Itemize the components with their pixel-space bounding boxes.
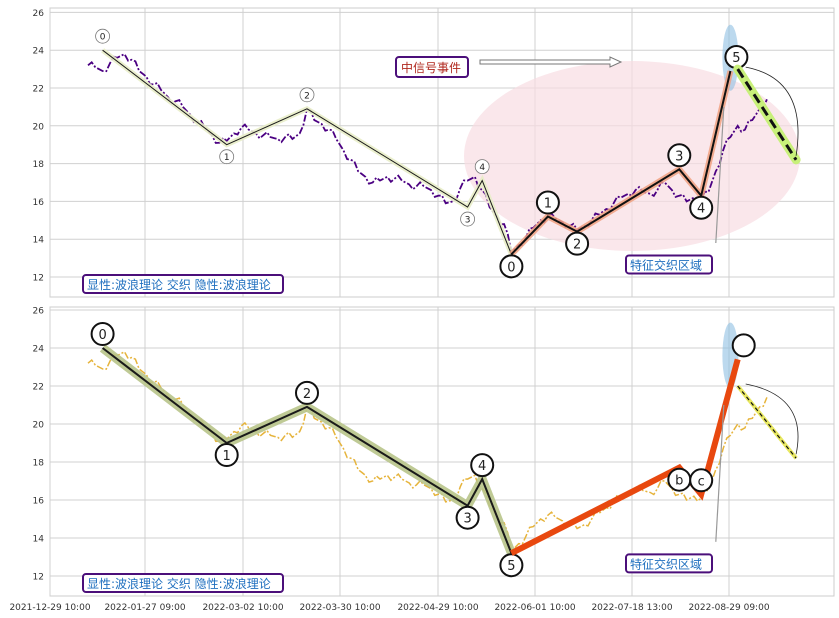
x-tick-label: 2022-04-29 10:00 xyxy=(397,603,478,613)
plot-frame xyxy=(49,306,835,597)
wave-up-line xyxy=(510,70,732,255)
zone-arrow xyxy=(715,106,725,244)
y-tick-label: 18 xyxy=(33,459,45,469)
y-tick-label: 18 xyxy=(33,160,45,170)
y-tick-label: 12 xyxy=(33,274,44,284)
x-tick-label: 2022-06-01 10:00 xyxy=(494,603,575,613)
signal-box xyxy=(395,56,469,78)
wave-down-label-4-circle xyxy=(470,453,495,478)
wave-down-label-2-circle xyxy=(295,380,319,405)
wave-down-label-0-circle xyxy=(90,322,115,346)
y-tick-label: 24 xyxy=(33,47,45,57)
wave-up-label-5: 5 xyxy=(732,51,740,66)
y-tick-label: 26 xyxy=(33,307,45,317)
wave-down-label-3-circle xyxy=(460,211,476,227)
y-tick-label: 20 xyxy=(33,421,45,431)
wave-up-label-0-circle xyxy=(499,254,524,279)
y-tick-label: 22 xyxy=(33,85,44,95)
info-label: 显性:波浪理论 交织 隐性:波浪理论 xyxy=(87,576,271,591)
wave-down-label-0-circle xyxy=(95,28,110,44)
y-tick-label: 16 xyxy=(33,497,45,507)
projection-line xyxy=(737,385,797,459)
signal-arrow xyxy=(479,56,623,68)
wave-up-label-2: 2 xyxy=(573,238,581,253)
wave-down-label-2-circle xyxy=(299,87,315,103)
zone-box xyxy=(625,254,713,275)
wave-up-label-4-circle xyxy=(689,195,714,220)
wave-down-label-4-circle xyxy=(474,159,490,175)
projection-arc xyxy=(745,66,799,156)
wave-down-label-0: 0 xyxy=(98,328,106,343)
zone-box xyxy=(625,553,713,574)
wave-down-label-5-circle xyxy=(499,553,524,578)
wave-up-label-2-circle xyxy=(565,231,590,256)
wave-down-label-2: 2 xyxy=(304,91,310,101)
info-box xyxy=(82,573,284,593)
info-box xyxy=(82,274,284,294)
projection-line xyxy=(736,68,798,161)
y-tick-label: 14 xyxy=(33,535,45,545)
y-tick-label: 20 xyxy=(33,122,45,132)
wave-down-label-1: 1 xyxy=(223,449,231,464)
wave-down-label-1-circle xyxy=(214,443,239,467)
wave-down-label-1-circle xyxy=(219,149,235,165)
wave-down-label-4: 4 xyxy=(478,459,486,474)
wave-down-label-1: 1 xyxy=(224,153,230,163)
x-tick-label: 2022-08-29 09:00 xyxy=(688,603,769,613)
wave-down-line xyxy=(101,347,513,554)
wave-up-label-undefined-circle xyxy=(731,333,756,358)
y-tick-label: 22 xyxy=(33,383,44,393)
wave-down-label-5: 5 xyxy=(507,559,515,574)
wave-up-label-1-circle xyxy=(535,190,560,215)
signal-label: 中信号事件 xyxy=(401,60,461,75)
y-tick-label: 16 xyxy=(33,198,45,208)
projection-arc xyxy=(745,383,799,455)
x-tick-label: 2022-03-02 10:00 xyxy=(202,603,283,613)
wave-down-line xyxy=(102,49,512,255)
wave-up-label-b: b xyxy=(675,474,683,489)
x-tick-label: 2022-03-30 10:00 xyxy=(299,603,380,613)
wave-down-label-0: 0 xyxy=(100,33,106,43)
wave-up-label-1: 1 xyxy=(544,197,552,212)
wave-down-label-3: 3 xyxy=(463,512,471,527)
wave-up-label-c-circle xyxy=(689,468,714,493)
wave-down-label-2: 2 xyxy=(303,387,311,402)
wave-up-label-4: 4 xyxy=(697,202,705,217)
zone-label: 特征交织区域 xyxy=(630,556,702,571)
zone-arrow xyxy=(715,404,725,542)
zone-label: 特征交织区域 xyxy=(630,257,702,272)
wave-up-label-3-circle xyxy=(667,143,692,168)
x-axis: 2021-12-29 10:00 2022-01-27 09:00 2022-03-… xyxy=(9,603,769,613)
wave-up-label-3: 3 xyxy=(675,149,683,164)
wave-down-label-3: 3 xyxy=(465,216,471,226)
wave-up-label-0: 0 xyxy=(507,260,515,275)
info-label: 显性:波浪理论 交织 隐性:波浪理论 xyxy=(87,277,271,292)
x-tick-label: 2021-12-29 10:00 xyxy=(9,603,90,613)
x-tick-label: 2022-07-18 13:00 xyxy=(591,603,672,613)
wave-down-label-3-circle xyxy=(455,505,480,530)
price-line xyxy=(87,52,768,255)
y-tick-label: 24 xyxy=(33,345,45,355)
wave-up-label-c: c xyxy=(698,474,705,489)
x-tick-label: 2022-01-27 09:00 xyxy=(104,603,185,613)
y-tick-label: 26 xyxy=(33,9,45,19)
y-tick-label: 12 xyxy=(33,573,44,583)
y-tick-label: 14 xyxy=(33,236,45,246)
wave-down-label-4: 4 xyxy=(479,163,485,173)
